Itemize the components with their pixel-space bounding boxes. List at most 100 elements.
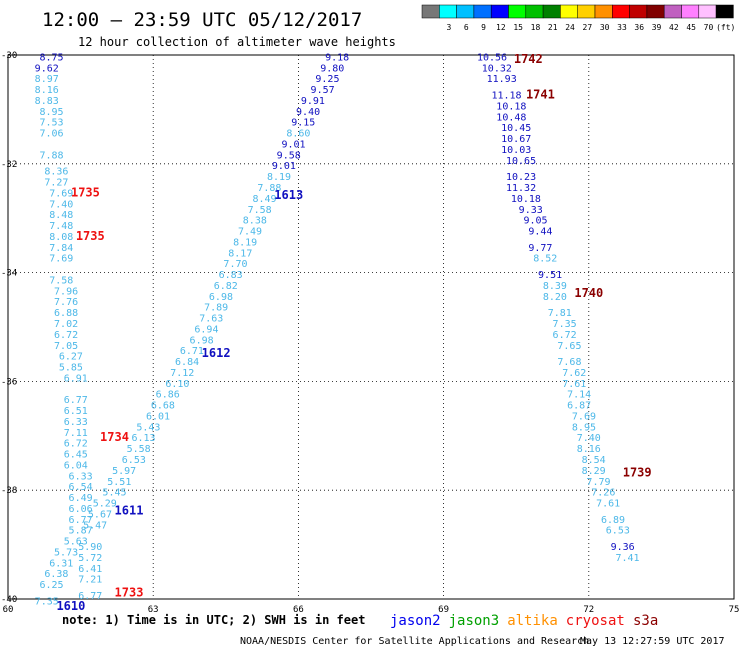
wave-height-value: 9.51: [538, 270, 562, 281]
wave-height-value: 7.14: [567, 390, 591, 401]
map-title: 12:00 – 23:59 UTC 05/12/2017: [42, 9, 362, 31]
wave-height-value: 7.88: [40, 150, 64, 161]
satellite-name: altika: [507, 613, 558, 629]
wave-height-value: 7.58: [248, 205, 272, 216]
satellite-name: s3a: [633, 613, 658, 629]
lat-tick-label: -32: [1, 160, 17, 170]
wave-height-value: 5.72: [78, 553, 102, 564]
wave-height-value: 8.17: [228, 248, 252, 259]
legend-swatch: [629, 4, 648, 19]
pass-time-label: 1611: [115, 504, 144, 518]
wave-height-value: 7.41: [615, 553, 639, 564]
legend-label: 30: [600, 23, 610, 32]
satellite-name: cryosat: [566, 613, 625, 629]
wave-height-value: 8.38: [243, 216, 267, 227]
legend-swatch: [473, 4, 492, 19]
wave-height-value: 6.72: [64, 439, 88, 450]
legend-swatch: [577, 4, 596, 19]
wave-height-value: 6.89: [601, 515, 625, 526]
track-1613: 9.189.809.259.579.919.409.158.609.019.58…: [78, 52, 349, 602]
wave-height-value: 8.16: [35, 85, 59, 96]
wave-height-value: 9.18: [325, 52, 349, 63]
legend-swatch: [525, 4, 544, 19]
wave-height-value: 6.10: [165, 379, 189, 390]
wave-height-value: 5.63: [64, 537, 88, 548]
wave-height-value: 10.18: [496, 101, 526, 112]
wave-height-value: 8.19: [233, 237, 257, 248]
wave-height-value: 6.53: [122, 455, 146, 466]
wave-height-value: 7.06: [40, 129, 64, 140]
lon-tick-label: 60: [3, 605, 14, 615]
wave-height-value: 7.49: [238, 227, 262, 238]
wave-height-value: 7.35: [553, 319, 577, 330]
legend-label: 33: [617, 23, 627, 32]
wave-height-value: 6.86: [156, 390, 180, 401]
wave-height-value: 7.79: [586, 477, 610, 488]
pass-time-label: 1733: [115, 585, 144, 599]
legend-swatch: [542, 4, 561, 19]
legend-swatch: [646, 4, 665, 19]
wave-height-value: 10.65: [506, 156, 536, 167]
wave-height-value: 8.83: [35, 96, 59, 107]
legend-label: 9: [481, 23, 486, 32]
pass-time-label: 1735: [71, 185, 100, 199]
lon-tick-label: 69: [438, 605, 449, 615]
wave-height-value: 8.39: [543, 281, 567, 292]
wave-height-value: 7.63: [199, 314, 223, 325]
wave-height-value: 7.65: [557, 341, 581, 352]
satellite-name: jason3: [449, 613, 500, 629]
wave-height-value: 8.54: [582, 455, 606, 466]
wave-height-value: 5.29: [93, 499, 117, 510]
wave-height-value: 9.80: [320, 63, 344, 74]
pass-time-labels: 1742 1741 1740 1739 1735 1735 1734 1733 1613 1612…: [56, 52, 651, 613]
satellite-legend: jason2 jason3 altika cryosat s3a: [390, 613, 658, 629]
wave-height-value: 7.70: [223, 259, 247, 270]
wave-height-value: 7.76: [54, 297, 78, 308]
wave-height-value: 10.45: [501, 123, 531, 134]
track-1735: 8.759.628.978.168.838.957.537.06 7.88 8.36…: [35, 52, 93, 607]
wave-height-value: 5.47: [83, 520, 107, 531]
wave-height-value: 8.29: [582, 466, 606, 477]
lon-tick-label: 63: [148, 605, 159, 615]
wave-height-value: 6.53: [606, 526, 630, 537]
lon-tick-label: 66: [293, 605, 304, 615]
wave-height-value: 6.98: [209, 292, 233, 303]
pass-time-label: 1740: [574, 286, 603, 300]
track-1742: 10.5610.3211.9311.1810.1810.4810.4510.67…: [477, 52, 640, 563]
satellite-name: jason2: [390, 613, 441, 629]
wave-height-value: 6.77: [78, 591, 102, 602]
wave-height-value: 6.87: [567, 401, 591, 412]
wave-height-value: 6.27: [59, 352, 83, 363]
wave-height-value: 7.40: [577, 433, 601, 444]
wave-height-value: 7.58: [49, 275, 73, 286]
wave-height-value: 7.69: [49, 188, 73, 199]
wave-height-value: 9.05: [524, 216, 548, 227]
wave-height-value: 7.84: [49, 243, 73, 254]
wave-height-value: 7.48: [49, 221, 73, 232]
pass-time-label: 1610: [56, 599, 85, 613]
lon-tick-label: 75: [729, 605, 740, 615]
wave-height-value: 5.58: [127, 444, 151, 455]
wave-height-value: 7.05: [54, 341, 78, 352]
legend-swatch: [681, 4, 700, 19]
legend-label: (ft): [716, 23, 735, 32]
legend-swatch: [594, 4, 613, 19]
wave-height-value: 9.62: [35, 63, 59, 74]
wave-height-value: 7.69: [572, 411, 596, 422]
legend-label: 24: [565, 23, 575, 32]
wave-height-value: 10.56: [477, 52, 507, 63]
wave-height-value: 6.41: [78, 564, 102, 575]
legend-label: 42: [669, 23, 679, 32]
legend-swatch: [663, 4, 682, 19]
legend-swatch: [456, 4, 475, 19]
wave-height-value: 5.67: [88, 509, 112, 520]
wave-height-value: 6.82: [214, 281, 238, 292]
wave-height-value: 5.45: [102, 488, 126, 499]
lat-tick-label: -34: [1, 269, 17, 279]
legend-label: 21: [548, 23, 558, 32]
lon-tick-label: 72: [583, 605, 594, 615]
wave-height-value: 8.97: [35, 74, 59, 85]
legend-label: 6: [464, 23, 469, 32]
wave-height-value: 5.87: [69, 526, 93, 537]
